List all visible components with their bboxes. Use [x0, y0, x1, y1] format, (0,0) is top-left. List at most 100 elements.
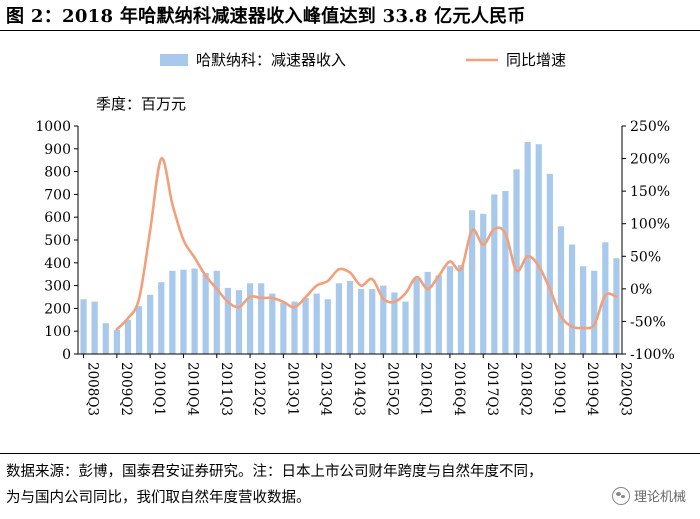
bar-2011Q4: [224, 287, 231, 354]
bar-2015Q4: [402, 301, 409, 354]
bar-2010Q1: [147, 294, 154, 354]
right-tick-label: 50%: [630, 249, 661, 265]
source-line-2: 为与国内公司同比，我们取自然年度营收数据。: [6, 490, 311, 506]
left-tick-label: 800: [44, 165, 71, 181]
bar-2009Q1: [102, 323, 109, 354]
x-tick-label: 2016Q4: [451, 362, 467, 416]
bar-2014Q4: [357, 289, 365, 354]
legend: 哈默纳科：减速器收入 同比增速: [160, 51, 566, 69]
bar-2019Q4: [580, 266, 587, 354]
legend-bar-swatch: [160, 54, 188, 66]
x-tick-label: 2014Q3: [351, 362, 367, 416]
left-tick-label: 300: [44, 279, 71, 295]
wechat-icon: [611, 486, 630, 505]
bar-2013Q3: [302, 298, 309, 354]
x-tick-label: 2011Q3: [218, 362, 234, 416]
bar-2019Q2: [557, 226, 565, 354]
axes-group: 0 100 200 300 400 500 600 700 800 900 1000 -100% -50…: [35, 119, 674, 416]
left-tick-label: 0: [62, 347, 71, 363]
x-tick-label: 2010Q4: [185, 362, 201, 416]
bar-2020Q3: [613, 258, 620, 354]
bar-2008Q4: [91, 301, 98, 354]
bar-2016Q3: [435, 275, 442, 354]
bar-2013Q4: [313, 293, 320, 354]
right-tick-label: 200%: [630, 152, 670, 168]
growth-line-group: [115, 157, 618, 331]
bar-2009Q2: [113, 330, 120, 354]
x-tick-label: 2020Q3: [617, 362, 633, 416]
bar-2019Q3: [568, 244, 576, 354]
bar-2016Q2: [424, 271, 431, 354]
bar-2020Q2: [602, 242, 609, 354]
bar-2012Q4: [269, 293, 276, 354]
bar-2020Q1: [591, 270, 598, 354]
bar-2010Q2: [158, 282, 165, 354]
left-tick-label: 600: [44, 210, 71, 226]
bar-2013Q1: [280, 302, 287, 354]
bar-2009Q3: [124, 319, 132, 354]
bar-2011Q3: [213, 270, 220, 354]
watermark: 理论机械: [611, 486, 686, 505]
bar-2019Q1: [546, 173, 553, 354]
bar-2014Q2: [335, 283, 343, 354]
left-tick-label: 400: [44, 256, 71, 272]
x-tick-label: 2018Q2: [518, 362, 534, 416]
right-tick-label: -50%: [630, 314, 666, 330]
x-tick-label: 2019Q4: [584, 362, 600, 416]
x-tick-label: 2012Q2: [251, 362, 267, 416]
left-tick-label: 500: [44, 233, 71, 249]
bars-group: [80, 141, 620, 354]
bar-2017Q1: [457, 265, 465, 354]
bar-2008Q3: [80, 299, 87, 354]
bar-2015Q1: [369, 289, 376, 354]
right-tick-label: 250%: [630, 119, 670, 135]
x-tick-label: 2013Q4: [318, 362, 334, 416]
bar-2012Q2: [246, 283, 254, 354]
x-tick-label: 2016Q1: [418, 362, 434, 416]
right-tick-label: 0%: [630, 282, 652, 298]
x-tick-label: 2008Q3: [85, 362, 101, 416]
right-tick-label: -100%: [630, 347, 675, 363]
source-note: 数据来源：彭博，国泰君安证券研究。注：日本上市公司财年跨度与自然年度不同， 为与…: [6, 459, 696, 511]
x-tick-label: 2010Q1: [151, 362, 167, 416]
bar-2015Q2: [380, 285, 387, 354]
unit-label: 季度：百万元: [96, 95, 186, 113]
bar-2017Q4: [491, 194, 498, 354]
left-tick-label: 900: [44, 142, 71, 158]
bar-2018Q1: [502, 190, 509, 354]
bar-2011Q1: [191, 268, 198, 354]
x-tick-label: 2013Q1: [284, 362, 300, 416]
x-tick-label: 2019Q1: [551, 362, 567, 416]
source-divider: [0, 453, 700, 454]
bar-2013Q2: [291, 301, 298, 354]
title-divider: [0, 30, 700, 31]
x-tick-label: 2009Q2: [118, 362, 134, 416]
bar-2014Q3: [346, 281, 354, 354]
bar-2010Q4: [180, 269, 187, 354]
bar-2016Q1: [413, 278, 420, 354]
bar-2018Q4: [535, 144, 542, 354]
right-tick-label: 150%: [630, 184, 670, 200]
bar-2011Q2: [202, 273, 209, 354]
bar-2009Q4: [135, 306, 143, 354]
bar-2017Q2: [469, 210, 476, 354]
growth-line: [115, 157, 618, 331]
bar-2012Q3: [258, 283, 265, 354]
chart-area: 哈默纳科：减速器收入 同比增速 季度：百万元 0 100 200 300 400 500 6…: [35, 51, 674, 416]
bar-2015Q3: [391, 292, 398, 354]
legend-bar-label: 哈默纳科：减速器收入: [196, 51, 346, 69]
bar-2018Q3: [524, 141, 531, 354]
figure-title: 图 2：2018 年哈默纳科减速器收入峰值达到 33.8 亿元人民币: [6, 6, 526, 27]
bar-2012Q1: [235, 290, 243, 354]
left-tick-label: 700: [44, 187, 71, 203]
right-tick-label: 100%: [630, 217, 670, 233]
bar-2016Q4: [446, 266, 454, 354]
bar-2014Q1: [324, 299, 331, 354]
x-tick-label: 2017Q3: [484, 362, 500, 416]
left-tick-label: 100: [44, 324, 71, 340]
bar-2010Q3: [169, 270, 176, 354]
bar-2018Q2: [513, 169, 520, 354]
source-line-1: 数据来源：彭博，国泰君安证券研究。注：日本上市公司财年跨度与自然年度不同，: [6, 464, 543, 480]
bar-2017Q3: [480, 213, 487, 354]
left-tick-label: 200: [44, 301, 71, 317]
